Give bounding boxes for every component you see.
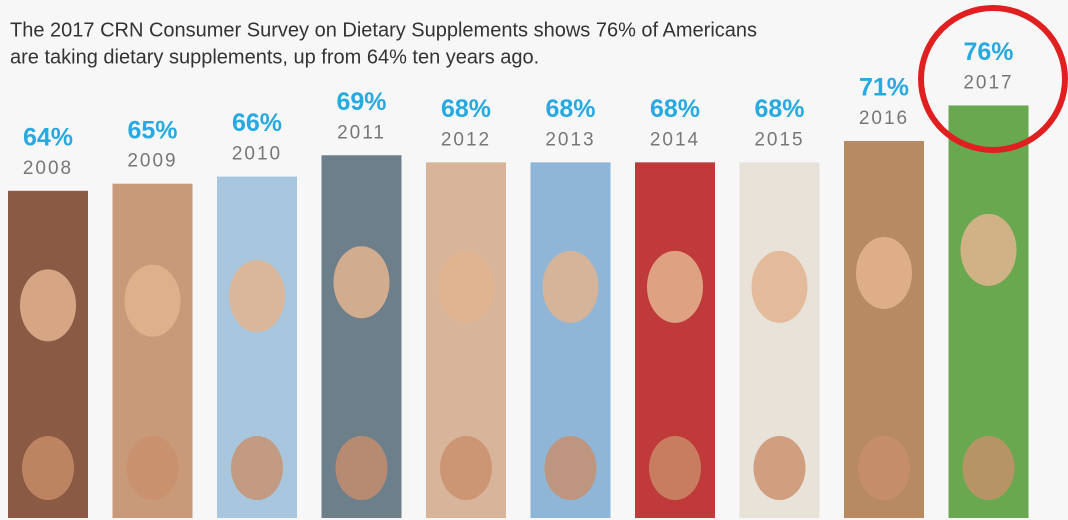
bar-decoration (22, 436, 74, 500)
page: The 2017 CRN Consumer Survey on Dietary … (0, 0, 1068, 520)
bar-decoration (752, 251, 808, 323)
x-tick-label: 2014 (650, 129, 700, 150)
x-tick-label: 2015 (754, 129, 804, 150)
bar-decoration (545, 436, 597, 500)
bar-decoration (858, 436, 910, 500)
value-label: 68% (545, 95, 595, 123)
value-label: 71% (859, 74, 909, 102)
bar-decoration (334, 246, 390, 318)
bar-decoration (647, 251, 703, 323)
x-tick-label: 2016 (859, 108, 909, 129)
bar-decoration (961, 214, 1017, 286)
value-label: 76% (963, 38, 1013, 66)
bar-decoration (438, 251, 494, 323)
value-label: 68% (441, 95, 491, 123)
bar-decoration (963, 436, 1015, 500)
bar-decoration (856, 237, 912, 309)
x-tick-label: 2012 (441, 129, 491, 150)
value-label: 66% (232, 109, 282, 137)
x-tick-label: 2011 (337, 122, 386, 143)
value-label: 68% (754, 95, 804, 123)
value-label: 65% (127, 116, 177, 144)
value-label: 64% (23, 123, 73, 151)
bar-decoration (336, 436, 388, 500)
x-tick-label: 2010 (232, 144, 282, 165)
x-tick-label: 2008 (23, 158, 73, 179)
bar-decoration (20, 269, 76, 341)
bar-decoration (649, 436, 701, 500)
bar-decoration (231, 436, 283, 500)
x-tick-label: 2017 (963, 72, 1013, 93)
value-label: 68% (650, 95, 700, 123)
x-tick-label: 2013 (545, 129, 595, 150)
bar-decoration (543, 251, 599, 323)
bar-decoration (754, 436, 806, 500)
chart-title: are taking dietary supplements, up from … (10, 46, 539, 68)
bar-decoration (440, 436, 492, 500)
x-tick-label: 2009 (127, 151, 177, 172)
chart-title: The 2017 CRN Consumer Survey on Dietary … (10, 19, 757, 41)
value-label: 69% (336, 88, 386, 116)
bar-decoration (229, 260, 285, 332)
bar-decoration (125, 265, 181, 337)
chart: The 2017 CRN Consumer Survey on Dietary … (0, 0, 1068, 520)
bar-decoration (127, 436, 179, 500)
